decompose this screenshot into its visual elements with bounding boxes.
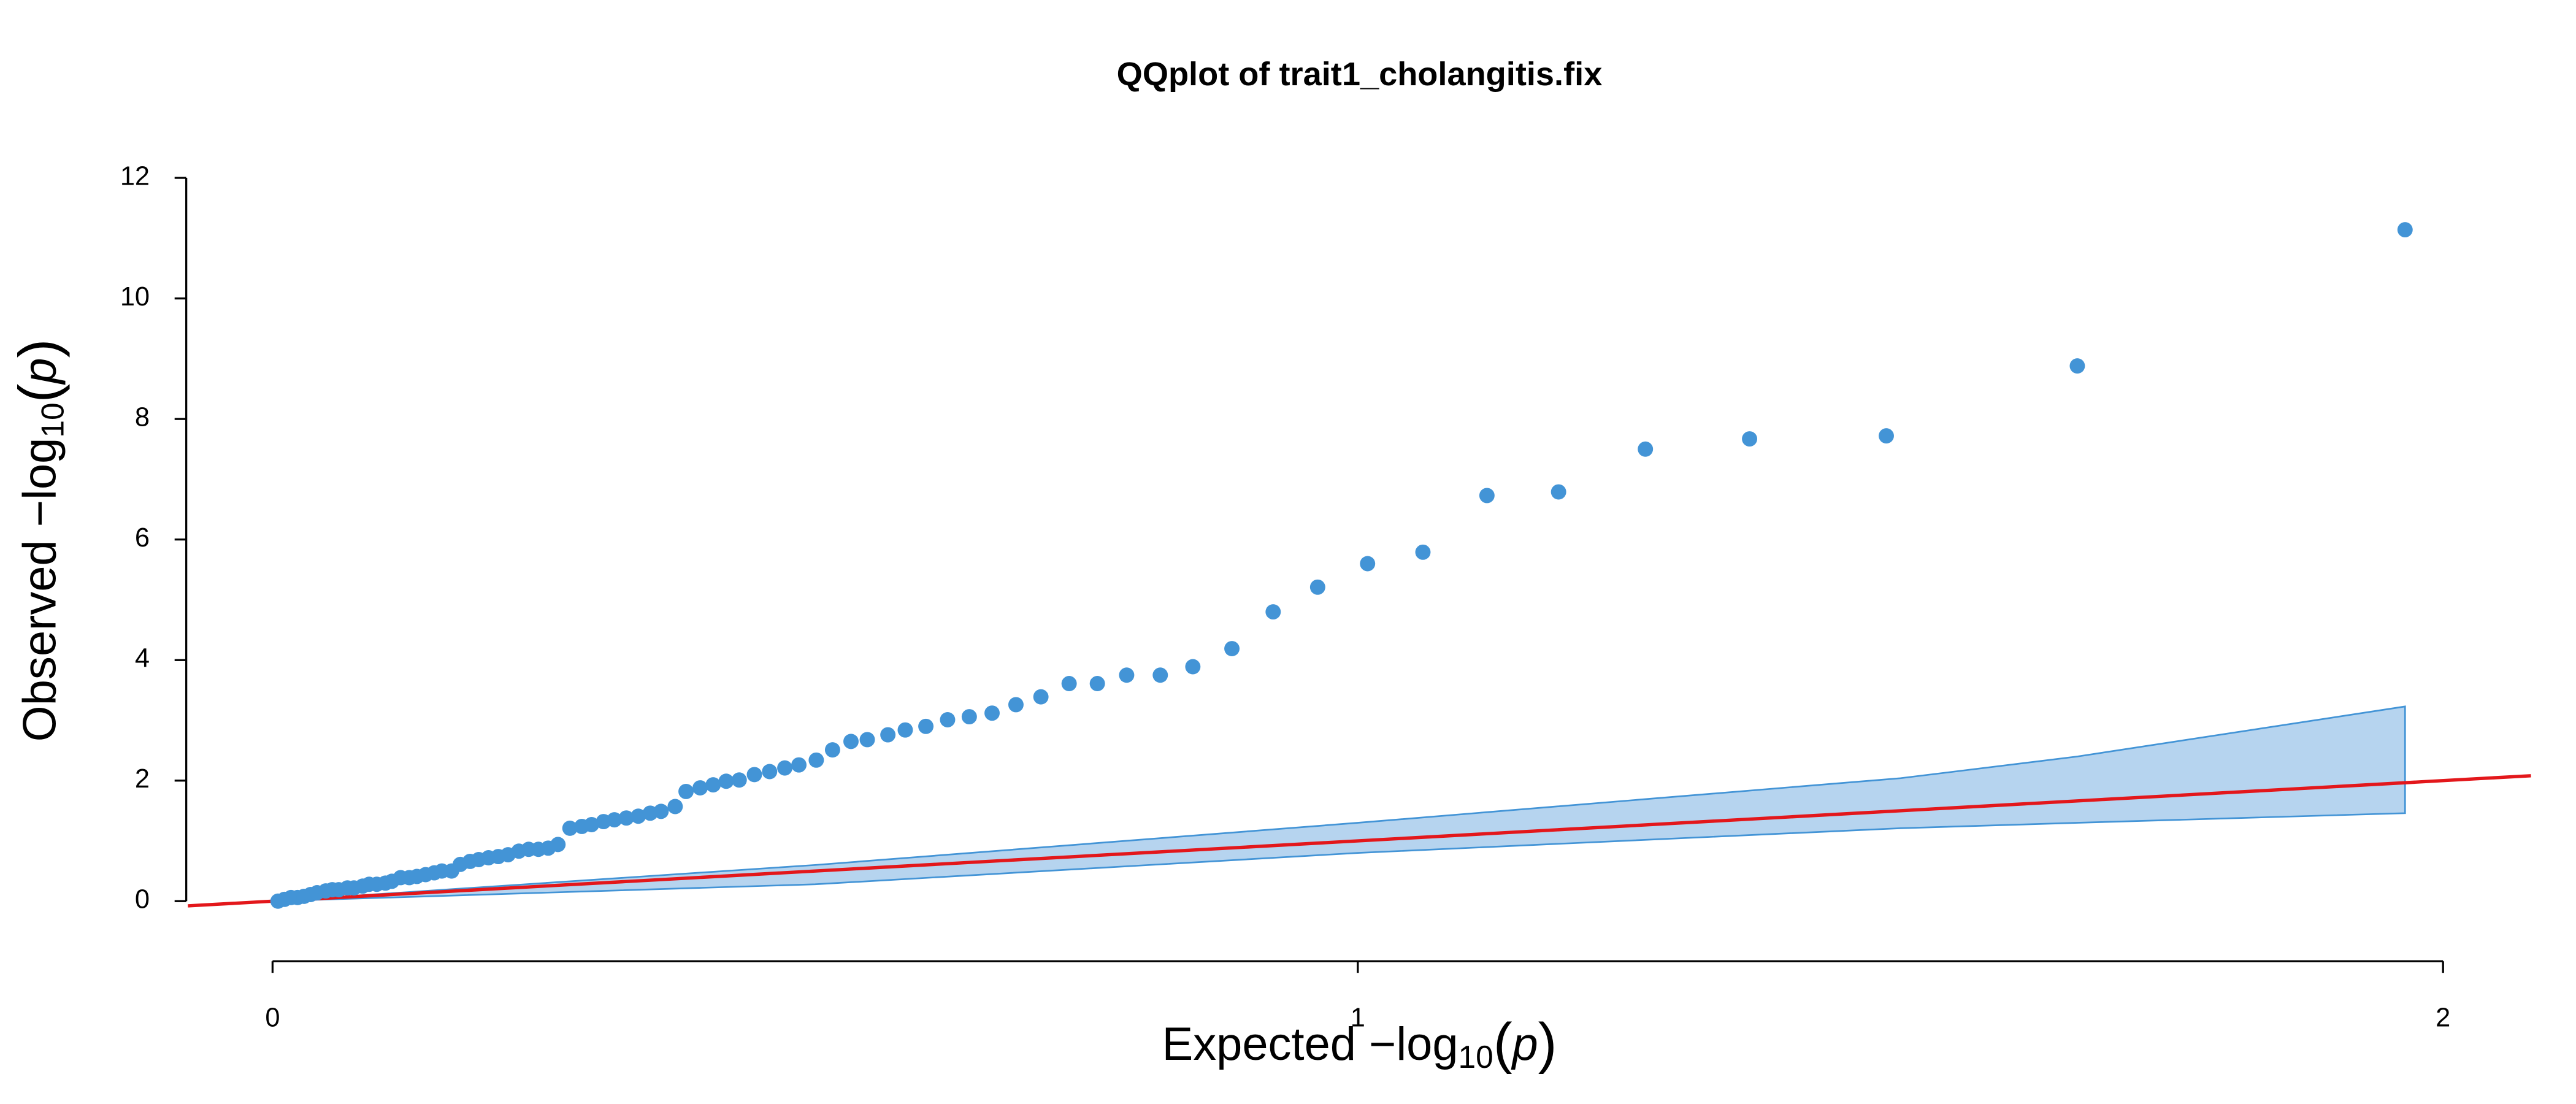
point <box>791 757 807 773</box>
point <box>618 810 634 826</box>
point <box>1309 579 1325 595</box>
point <box>777 760 793 776</box>
point <box>1742 431 1758 447</box>
y-tick-label: 8 <box>135 403 150 432</box>
y-tick-label: 4 <box>135 644 150 673</box>
point <box>1638 441 1654 457</box>
point <box>880 727 896 743</box>
point <box>746 767 762 783</box>
point <box>562 820 578 836</box>
y-tick-label: 2 <box>135 764 150 794</box>
xlabel-part: ) <box>1538 1011 1557 1075</box>
point <box>1265 604 1281 620</box>
point <box>692 780 708 796</box>
point <box>1551 484 1566 500</box>
y-tick-label: 0 <box>135 885 150 914</box>
ylabel-part: ( <box>7 383 71 402</box>
point <box>1119 667 1135 683</box>
chart-title: QQplot of trait1_cholangitis.fix <box>1117 56 1603 93</box>
point <box>678 783 694 799</box>
point <box>631 808 646 824</box>
xlabel-axis-label: Expected −log10(p) <box>1162 1011 1557 1075</box>
x-tick-label: 2 <box>2436 1003 2450 1033</box>
y-tick-label: 12 <box>120 162 150 191</box>
xlabel-part: ( <box>1493 1011 1512 1075</box>
point <box>718 773 734 789</box>
point <box>961 709 977 725</box>
point <box>2069 358 2085 374</box>
confidence-band <box>272 705 2406 902</box>
point <box>1224 641 1240 657</box>
point <box>1879 428 1894 444</box>
point <box>984 705 1000 721</box>
point <box>1415 544 1431 560</box>
xlabel-part: 10 <box>1459 1038 1493 1074</box>
point <box>584 817 600 832</box>
point <box>1061 676 1077 691</box>
x-tick-label: 0 <box>265 1003 280 1033</box>
ylabel-part: p <box>14 358 66 385</box>
point <box>1008 697 1024 713</box>
point <box>918 718 934 734</box>
point <box>1185 659 1201 675</box>
point <box>667 799 683 815</box>
ylabel-part: 10 <box>34 402 70 437</box>
point <box>808 752 824 768</box>
point <box>940 712 956 727</box>
xlabel-part: p <box>1511 1018 1538 1070</box>
reference-line <box>188 774 2531 908</box>
point <box>762 764 778 780</box>
point <box>653 803 669 819</box>
point <box>1152 667 1168 683</box>
point <box>607 812 623 828</box>
point <box>731 772 747 788</box>
point <box>1479 488 1495 504</box>
point <box>859 732 875 748</box>
point <box>1360 556 1376 572</box>
point <box>843 734 859 749</box>
xlabel-part: Expected −log <box>1162 1018 1459 1070</box>
ylabel-part: Observed −log <box>14 438 66 742</box>
point <box>705 777 721 793</box>
ylabel-part: ) <box>7 339 71 358</box>
y-tick-label: 10 <box>120 282 150 312</box>
point <box>1033 689 1049 705</box>
point <box>824 742 840 758</box>
point <box>897 722 913 738</box>
ylabel-axis-label: Observed −log10(p) <box>7 339 71 742</box>
point <box>1089 676 1105 691</box>
x-tick-label: 1 <box>1351 1003 1365 1033</box>
y-tick-label: 6 <box>135 523 150 553</box>
point <box>2397 222 2413 238</box>
point <box>550 837 566 853</box>
